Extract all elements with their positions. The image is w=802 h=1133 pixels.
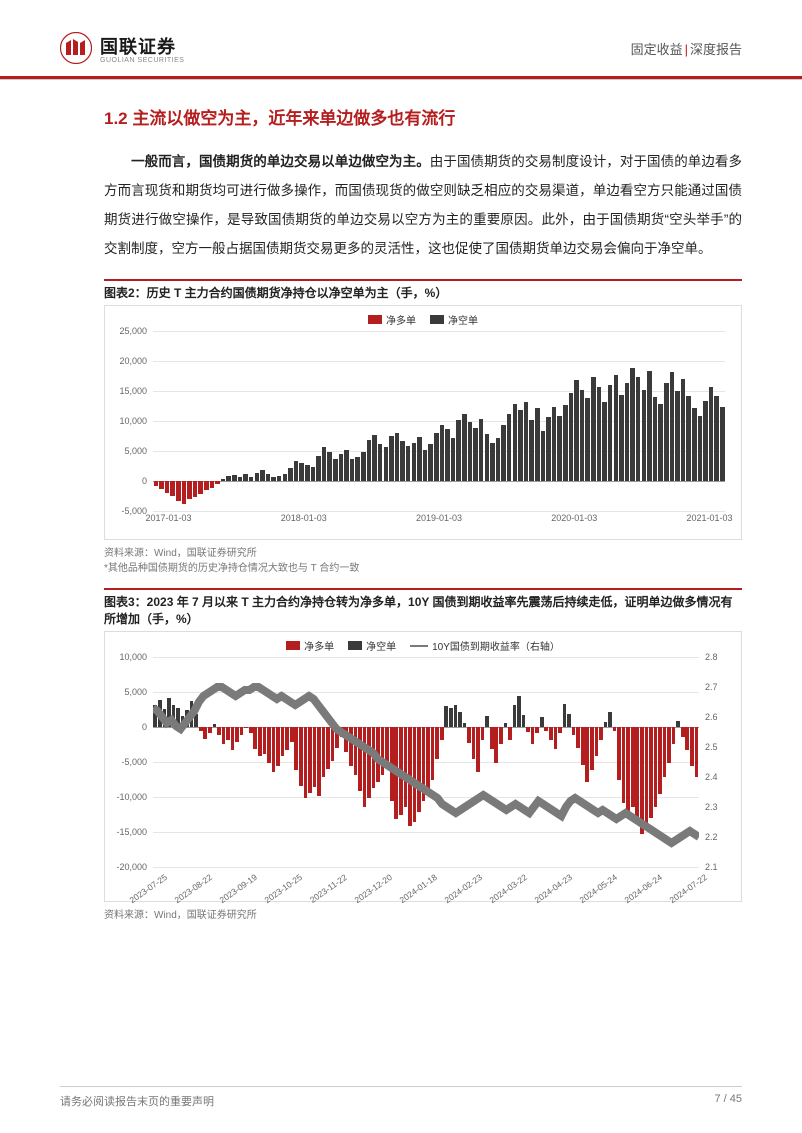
logo-text-en: GUOLIAN SECURITIES bbox=[100, 57, 184, 64]
legend-item: 净多单 bbox=[368, 312, 416, 327]
header-cat-right: 深度报告 bbox=[690, 42, 742, 57]
chart-2-legend: 净多单净空单 10Y国债到期收益率（右轴） bbox=[113, 638, 733, 653]
figure-2-note: *其他品种国债期货的历史净持仓情况大致也与 T 合约一致 bbox=[104, 559, 742, 574]
lead-bold: 一般而言，国债期货的单边交易以单边做空为主。 bbox=[131, 154, 430, 169]
legend-item: 净多单 bbox=[286, 638, 334, 653]
chart-1-y-axis: -5,00005,00010,00015,00020,00025,000 bbox=[113, 331, 149, 511]
chart-1-box: 净多单净空单 -5,00005,00010,00015,00020,00025,… bbox=[104, 305, 742, 540]
chart-2-line bbox=[153, 657, 699, 867]
figure-2: 图表2：历史 T 主力合约国债期货净持仓以净空单为主（手，%） 净多单净空单 -… bbox=[104, 279, 742, 574]
figure-2-source: 资料来源：Wind，国联证券研究所 bbox=[104, 544, 742, 559]
header-rule-thin bbox=[0, 79, 802, 80]
chart-2-box: 净多单净空单 10Y国债到期收益率（右轴） -20,000-15,000-10,0… bbox=[104, 631, 742, 902]
header-category: 固定收益|深度报告 bbox=[631, 39, 742, 58]
logo: 国联证券 GUOLIAN SECURITIES bbox=[60, 32, 184, 64]
legend-item: 净空单 bbox=[348, 638, 396, 653]
header-cat-left: 固定收益 bbox=[631, 42, 683, 57]
legend-item: 净空单 bbox=[430, 312, 478, 327]
footer-disclaimer: 请务必阅读报告末页的重要声明 bbox=[60, 1093, 214, 1109]
figure-rule-2 bbox=[104, 588, 742, 590]
figure-3: 图表3：2023 年 7 月以来 T 主力合约净持仓转为净多单，10Y 国债到期… bbox=[104, 588, 742, 921]
page-header: 国联证券 GUOLIAN SECURITIES 固定收益|深度报告 bbox=[60, 32, 742, 72]
chart-1-plot: -5,00005,00010,00015,00020,00025,000 bbox=[153, 331, 725, 511]
legend-item: 10Y国债到期收益率（右轴） bbox=[410, 638, 560, 653]
logo-text-cn: 国联证券 bbox=[100, 33, 184, 59]
logo-icon bbox=[60, 32, 92, 64]
paragraph-rest: 由于国债期货的交易制度设计，对于国债的单边看多方而言现货和期货均可进行做多操作，… bbox=[104, 154, 742, 256]
figure-3-source: 资料来源：Wind，国联证券研究所 bbox=[104, 906, 742, 921]
chart-2-y-axis-left: -20,000-15,000-10,000-5,00005,00010,000 bbox=[113, 657, 149, 867]
figure-rule bbox=[104, 279, 742, 281]
chart-1-bars bbox=[153, 331, 725, 511]
page-footer: 请务必阅读报告末页的重要声明 7 / 45 bbox=[60, 1086, 742, 1109]
figure-2-title: 图表2：历史 T 主力合约国债期货净持仓以净空单为主（手，%） bbox=[104, 284, 742, 301]
chart-1-legend: 净多单净空单 bbox=[113, 312, 733, 327]
chart-2-y-axis-right: 2.12.22.32.42.52.62.72.8 bbox=[703, 657, 733, 867]
chart-2-plot: -20,000-15,000-10,000-5,00005,00010,000 … bbox=[153, 657, 699, 867]
footer-page-number: 7 / 45 bbox=[714, 1093, 742, 1109]
chart-2-x-axis: 2023-07-252023-08-222023-09-192023-10-25… bbox=[145, 875, 707, 899]
figure-3-title: 图表3：2023 年 7 月以来 T 主力合约净持仓转为净多单，10Y 国债到期… bbox=[104, 593, 742, 627]
body-paragraph: 一般而言，国债期货的单边交易以单边做空为主。由于国债期货的交易制度设计，对于国债… bbox=[104, 147, 742, 263]
chart-1-x-axis: 2017-01-032018-01-032019-01-032020-01-03… bbox=[145, 513, 733, 535]
section-heading: 1.2 主流以做空为主，近年来单边做多也有流行 bbox=[104, 104, 742, 129]
